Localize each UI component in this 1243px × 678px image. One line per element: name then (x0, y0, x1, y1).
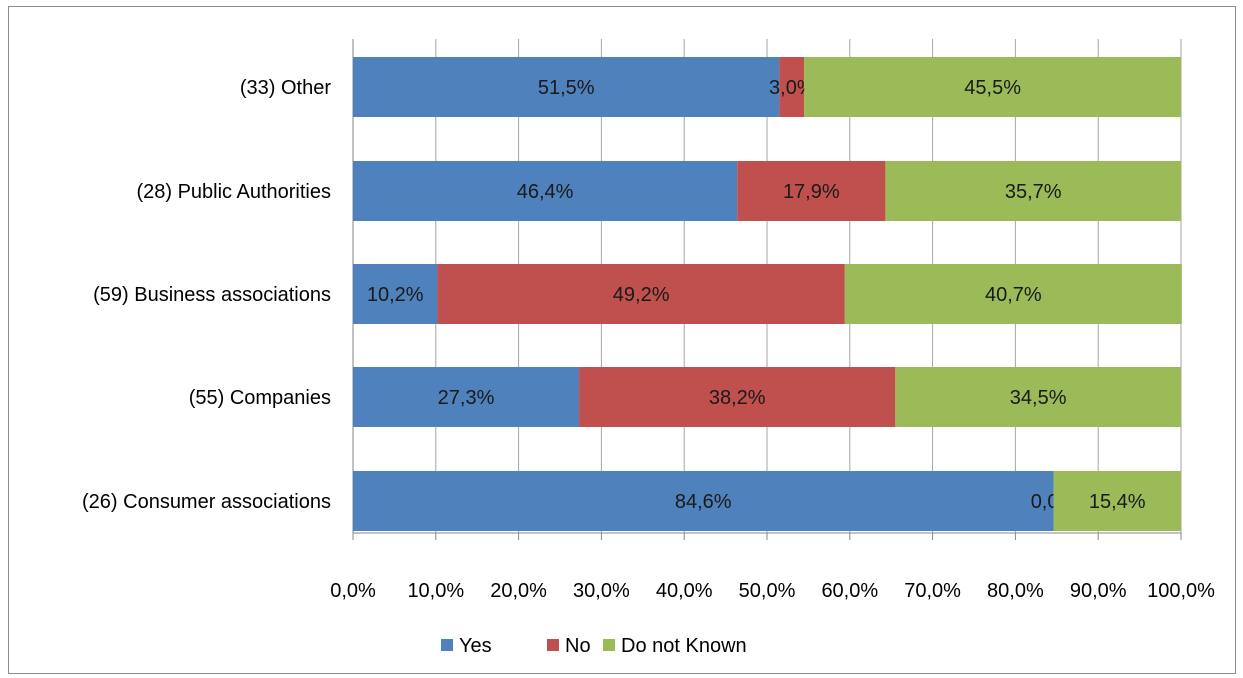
bars: 51,5% 3,0% 45,5% 46,4% 17,9% 35,7% 10,2% 49,2% 4… (353, 57, 1182, 531)
x-tick-label: 40,0% (656, 580, 713, 602)
bar-segment-do-not-known (1053, 471, 1181, 531)
legend-swatch (603, 639, 615, 651)
bar-segment-yes (353, 264, 438, 324)
bar-segment-no (579, 367, 896, 427)
x-tick-label: 50,0% (739, 580, 796, 602)
data-label: 84,6% (675, 491, 732, 513)
legend-label: Yes (459, 635, 492, 657)
category-label: (33) Other (240, 77, 331, 99)
x-tick-label: 100,0% (1147, 580, 1215, 602)
bar-segment-no (737, 161, 886, 221)
stacked-bar-chart: 51,5% 3,0% 45,5% 46,4% 17,9% 35,7% 10,2% 49,2% 4… (82, 39, 1215, 657)
bar-segment-yes (353, 161, 738, 221)
x-axis: 0,0% 10,0% 20,0% 30,0% 40,0% 50,0% 60,0% 70,0% 8… (330, 532, 1215, 602)
bar-segment-yes (353, 57, 780, 117)
legend-swatch (441, 639, 453, 651)
legend-label: Do not Known (621, 635, 747, 657)
data-label: 27,3% (438, 387, 495, 409)
data-label: 34,5% (1010, 387, 1067, 409)
category-label: (59) Business associations (93, 284, 331, 306)
data-label: 17,9% (783, 181, 840, 203)
data-label: 15,4% (1089, 491, 1146, 513)
bar-segment-do-not-known (804, 57, 1181, 117)
bar-segment-do-not-known (895, 367, 1181, 427)
legend: Yes No Do not Known (441, 635, 747, 657)
bar-segment-no (437, 264, 845, 324)
data-label: 10,2% (367, 284, 424, 306)
category-label: (28) Public Authorities (136, 181, 331, 203)
data-label: 3,0% (769, 77, 815, 99)
bar-segment-yes (353, 367, 580, 427)
bar-segment-no (779, 57, 805, 117)
data-label: 38,2% (709, 387, 766, 409)
category-labels: (33) Other (28) Public Authorities (59) Bu… (82, 77, 331, 513)
x-tick-label: 30,0% (573, 580, 630, 602)
data-label: 45,5% (964, 77, 1021, 99)
data-label: 46,4% (517, 181, 574, 203)
category-label: (26) Consumer associations (82, 491, 331, 513)
x-tick-label: 90,0% (1070, 580, 1127, 602)
bar-segment-yes (353, 471, 1054, 531)
x-tick-label: 0,0% (330, 580, 376, 602)
x-tick-label: 20,0% (490, 580, 547, 602)
x-tick-label: 70,0% (904, 580, 961, 602)
x-tick-label: 10,0% (407, 580, 464, 602)
data-label: 51,5% (538, 77, 595, 99)
data-label: 40,7% (985, 284, 1042, 306)
data-label: 35,7% (1005, 181, 1062, 203)
x-tick-label: 60,0% (821, 580, 878, 602)
legend-swatch (547, 639, 559, 651)
category-label: (55) Companies (189, 387, 331, 409)
bar-segment-do-not-known (885, 161, 1181, 221)
bar-segment-do-not-known (844, 264, 1182, 324)
x-tick-label: 80,0% (987, 580, 1044, 602)
legend-label: No (565, 635, 591, 657)
data-label: 49,2% (613, 284, 670, 306)
chart-area: 51,5% 3,0% 45,5% 46,4% 17,9% 35,7% 10,2% 49,2% 4… (8, 6, 1236, 674)
